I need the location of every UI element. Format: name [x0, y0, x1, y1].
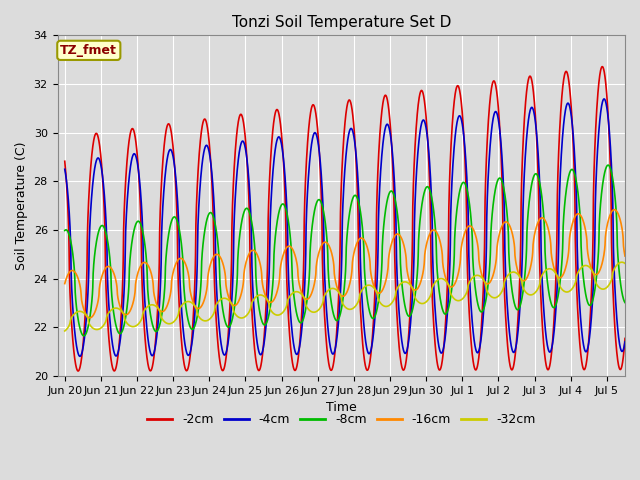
-4cm	[76, 353, 84, 359]
-8cm	[61, 228, 68, 233]
-2cm	[125, 140, 132, 145]
-4cm	[550, 331, 557, 337]
-16cm	[158, 309, 166, 314]
-32cm	[158, 315, 166, 321]
-8cm	[125, 284, 132, 289]
-16cm	[300, 295, 308, 300]
Title: Tonzi Soil Temperature Set D: Tonzi Soil Temperature Set D	[232, 15, 451, 30]
-16cm	[621, 253, 629, 259]
Text: TZ_fmet: TZ_fmet	[60, 44, 117, 57]
-16cm	[276, 273, 284, 279]
Line: -2cm: -2cm	[65, 67, 625, 371]
-32cm	[276, 312, 284, 318]
-4cm	[158, 218, 166, 224]
-4cm	[621, 339, 629, 345]
-8cm	[621, 300, 629, 305]
-8cm	[604, 162, 612, 168]
Line: -4cm: -4cm	[65, 99, 625, 356]
Legend: -2cm, -4cm, -8cm, -16cm, -32cm: -2cm, -4cm, -8cm, -16cm, -32cm	[142, 408, 540, 431]
Line: -32cm: -32cm	[65, 262, 625, 331]
-32cm	[610, 267, 618, 273]
-2cm	[611, 316, 618, 322]
-2cm	[61, 158, 68, 164]
-4cm	[61, 167, 68, 172]
-32cm	[61, 328, 68, 334]
-2cm	[158, 169, 166, 175]
-4cm	[125, 178, 132, 184]
Y-axis label: Soil Temperature (C): Soil Temperature (C)	[15, 142, 28, 270]
-32cm	[621, 261, 629, 266]
-8cm	[550, 305, 557, 311]
-2cm	[621, 336, 629, 341]
Line: -8cm: -8cm	[65, 165, 625, 336]
-4cm	[611, 273, 618, 279]
Line: -16cm: -16cm	[65, 210, 625, 318]
-8cm	[158, 310, 166, 316]
-32cm	[618, 259, 626, 265]
-2cm	[276, 116, 284, 122]
-16cm	[61, 281, 68, 287]
-2cm	[598, 64, 606, 70]
-16cm	[550, 264, 557, 270]
-16cm	[86, 315, 93, 321]
-16cm	[611, 207, 618, 213]
-32cm	[550, 268, 557, 274]
-4cm	[276, 135, 284, 141]
-8cm	[611, 188, 618, 194]
-4cm	[600, 96, 608, 102]
-2cm	[300, 230, 308, 236]
-2cm	[550, 320, 557, 326]
-2cm	[74, 368, 82, 374]
-16cm	[611, 207, 618, 213]
-32cm	[125, 322, 132, 328]
-4cm	[300, 295, 308, 301]
X-axis label: Time: Time	[326, 401, 356, 414]
-16cm	[125, 310, 132, 316]
-8cm	[80, 333, 88, 339]
-32cm	[300, 295, 308, 300]
-8cm	[300, 314, 308, 320]
-8cm	[276, 206, 284, 212]
